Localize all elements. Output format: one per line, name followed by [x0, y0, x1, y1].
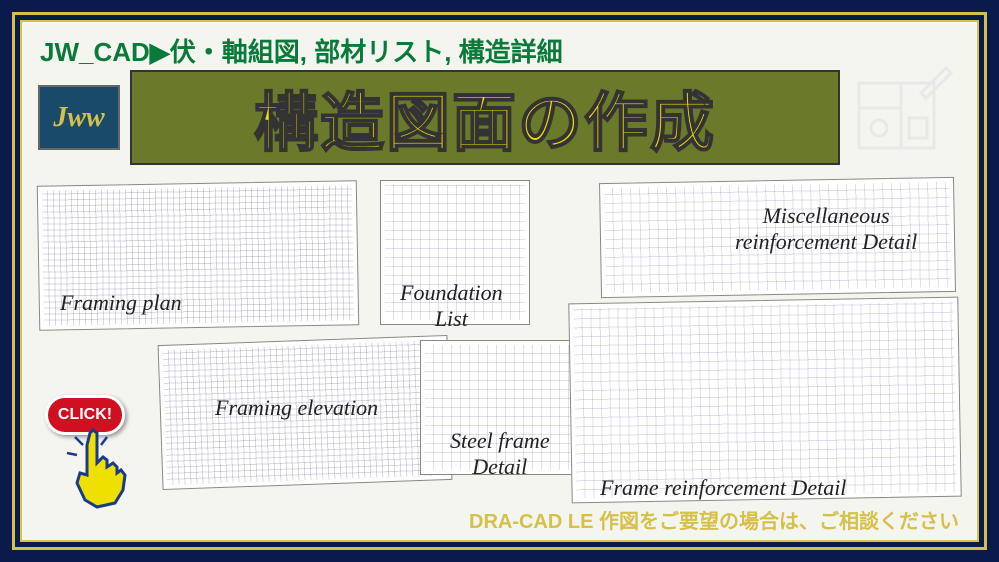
caption-d6: Frame reinforcement Detail: [600, 475, 846, 501]
footer-text: DRA-CAD LE 作図をご要望の場合は、ご相談ください: [469, 505, 959, 534]
caption-d1: Framing plan: [60, 290, 182, 316]
jww-badge: Jww: [38, 85, 120, 150]
drawing-d6: [568, 297, 961, 504]
caption-d3: FoundationList: [400, 280, 503, 333]
caption-d5: Miscellaneousreinforcement Detail: [735, 203, 917, 256]
jww-label: Jww: [53, 102, 104, 134]
title-box: 構造図面の作成: [130, 70, 840, 165]
subtitle-text: JW_CAD▶伏・軸組図, 部材リスト, 構造詳細: [40, 32, 563, 69]
click-label: CLICK!: [58, 406, 112, 424]
hand-pointer-icon: [55, 425, 135, 520]
blueprint-icon: [851, 58, 961, 163]
main-title: 構造図面の作成: [254, 72, 716, 164]
caption-d4: Steel frameDetail: [450, 428, 550, 481]
caption-d2: Framing elevation: [215, 395, 378, 421]
